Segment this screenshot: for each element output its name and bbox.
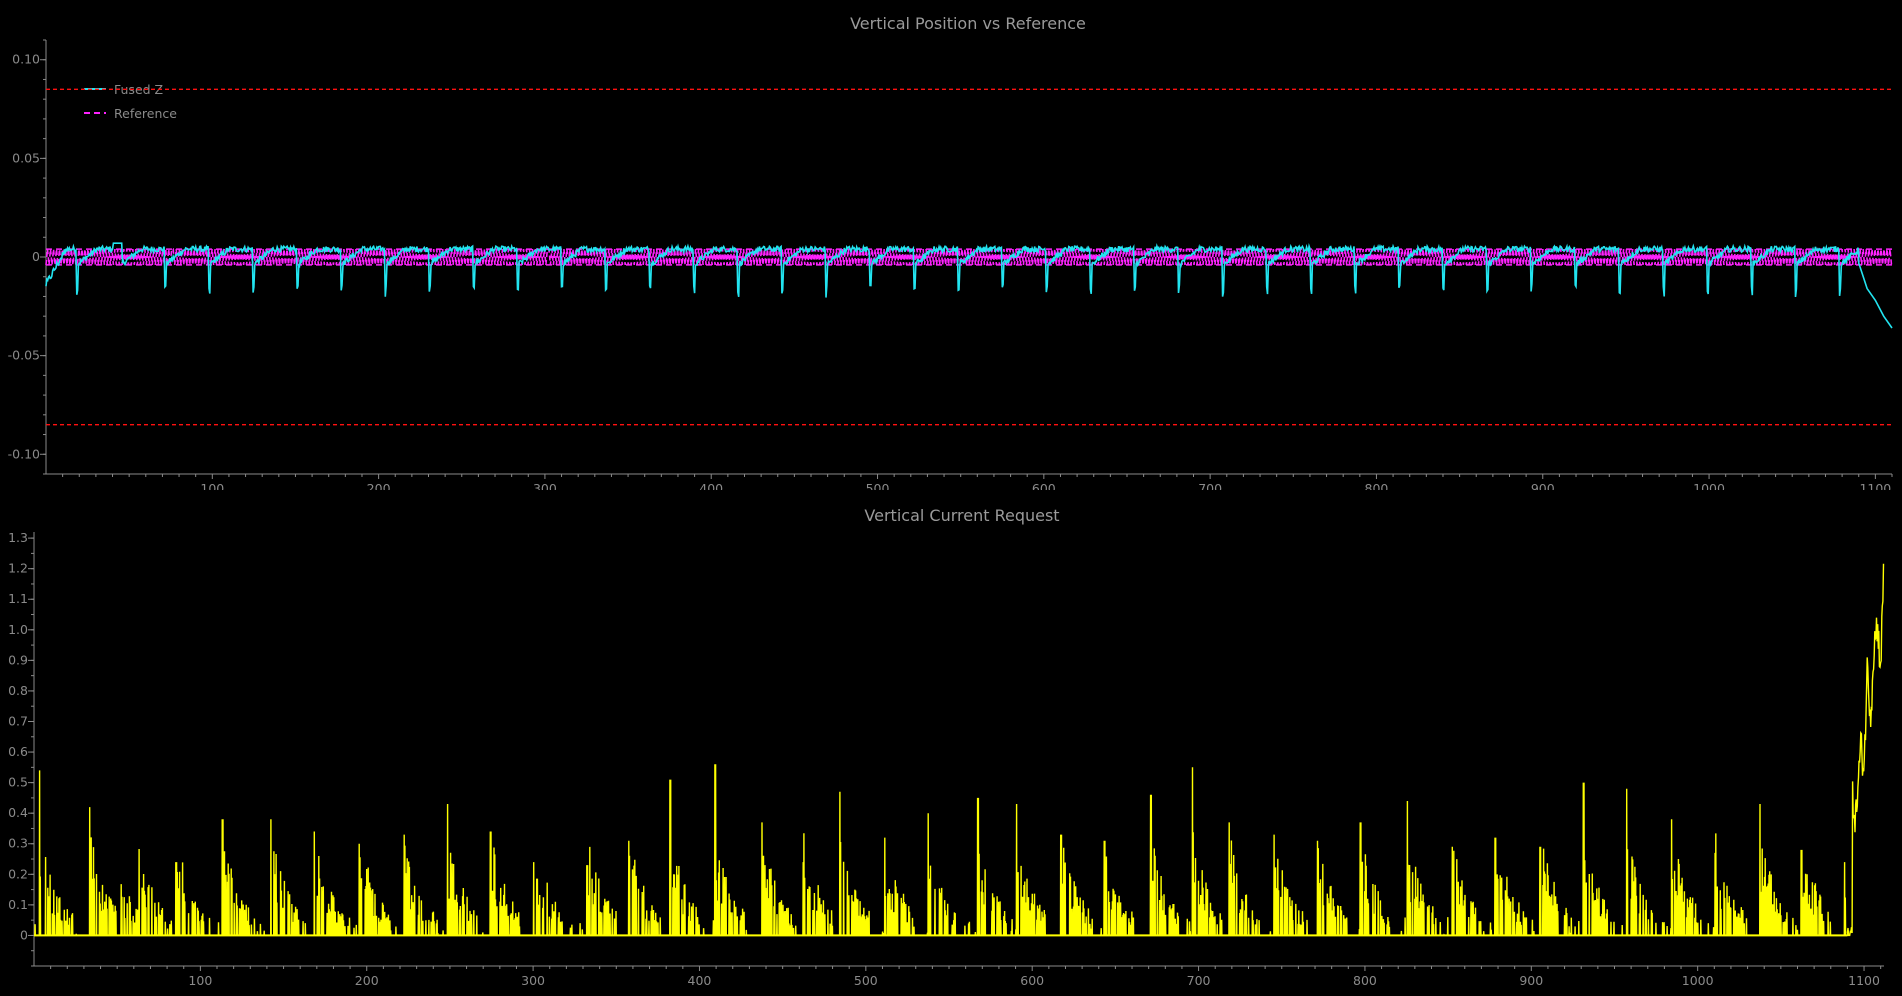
y-tick-label: 0.8 xyxy=(8,683,28,698)
x-tick-label: 100 xyxy=(200,481,224,490)
y-tick-label: -0.05 xyxy=(8,348,40,363)
y-tick-label: 0.9 xyxy=(8,652,28,667)
x-tick-label: 400 xyxy=(699,481,723,490)
axes: 100 200 300 400 500 600 700 800 900 1000 1100 0.10 0… xyxy=(8,39,1893,490)
x-tick-label: 600 xyxy=(1020,973,1044,988)
y-tick-label: 0.2 xyxy=(8,866,28,881)
y-tick-label: 1.3 xyxy=(8,530,28,545)
x-tick-label: 900 xyxy=(1519,973,1543,988)
x-tick-label: 1100 xyxy=(1859,481,1891,490)
x-tick-label: 300 xyxy=(533,481,557,490)
y-tick-label: 0.6 xyxy=(8,744,28,759)
x-tick-label: 1000 xyxy=(1682,973,1714,988)
y-tick-label: 0.7 xyxy=(8,713,28,728)
legend: Fused Z Reference xyxy=(84,82,177,121)
y-tick-label: 1.2 xyxy=(8,561,28,576)
x-tick-label: 300 xyxy=(521,973,545,988)
x-tick-label: 1000 xyxy=(1693,481,1725,490)
chart-title: Vertical Current Request xyxy=(864,506,1059,525)
x-tick-label: 900 xyxy=(1531,481,1555,490)
y-tick-label: 1.1 xyxy=(8,591,28,606)
x-tick-label: 200 xyxy=(355,973,379,988)
y-tick-label: 0.05 xyxy=(12,150,40,165)
y-tick-label: 0 xyxy=(20,927,28,942)
y-tick-label: -0.10 xyxy=(8,446,40,461)
x-tick-label: 100 xyxy=(188,973,212,988)
y-tick-label: 1.0 xyxy=(8,622,28,637)
y-tick-label: 0.5 xyxy=(8,775,28,790)
x-tick-label: 800 xyxy=(1365,481,1389,490)
axes: 100 200 300 400 500 600 700 800 900 1000 1100 1.3 1.… xyxy=(8,530,1884,988)
x-tick-label: 500 xyxy=(866,481,890,490)
y-tick-label: 0.4 xyxy=(8,805,28,820)
x-tick-label: 700 xyxy=(1198,481,1222,490)
y-tick-label: 0.10 xyxy=(12,52,40,67)
x-tick-label: 200 xyxy=(367,481,391,490)
position-chart: Vertical Position vs Reference Fused Z R… xyxy=(8,14,1893,490)
x-tick-label: 400 xyxy=(688,973,712,988)
x-tick-label: 1100 xyxy=(1848,973,1880,988)
x-tick-label: 600 xyxy=(1032,481,1056,490)
legend-label-reference: Reference xyxy=(114,106,177,121)
x-tick-label: 500 xyxy=(854,973,878,988)
series-current-line xyxy=(34,563,1885,937)
x-tick-label: 700 xyxy=(1187,973,1211,988)
y-tick-label: 0.1 xyxy=(8,897,28,912)
x-tick-label: 800 xyxy=(1353,973,1377,988)
y-tick-label: 0.3 xyxy=(8,836,28,851)
y-tick-label: 0 xyxy=(32,249,40,264)
chart-title: Vertical Position vs Reference xyxy=(850,14,1086,33)
series-fused-z-line xyxy=(45,242,1893,329)
